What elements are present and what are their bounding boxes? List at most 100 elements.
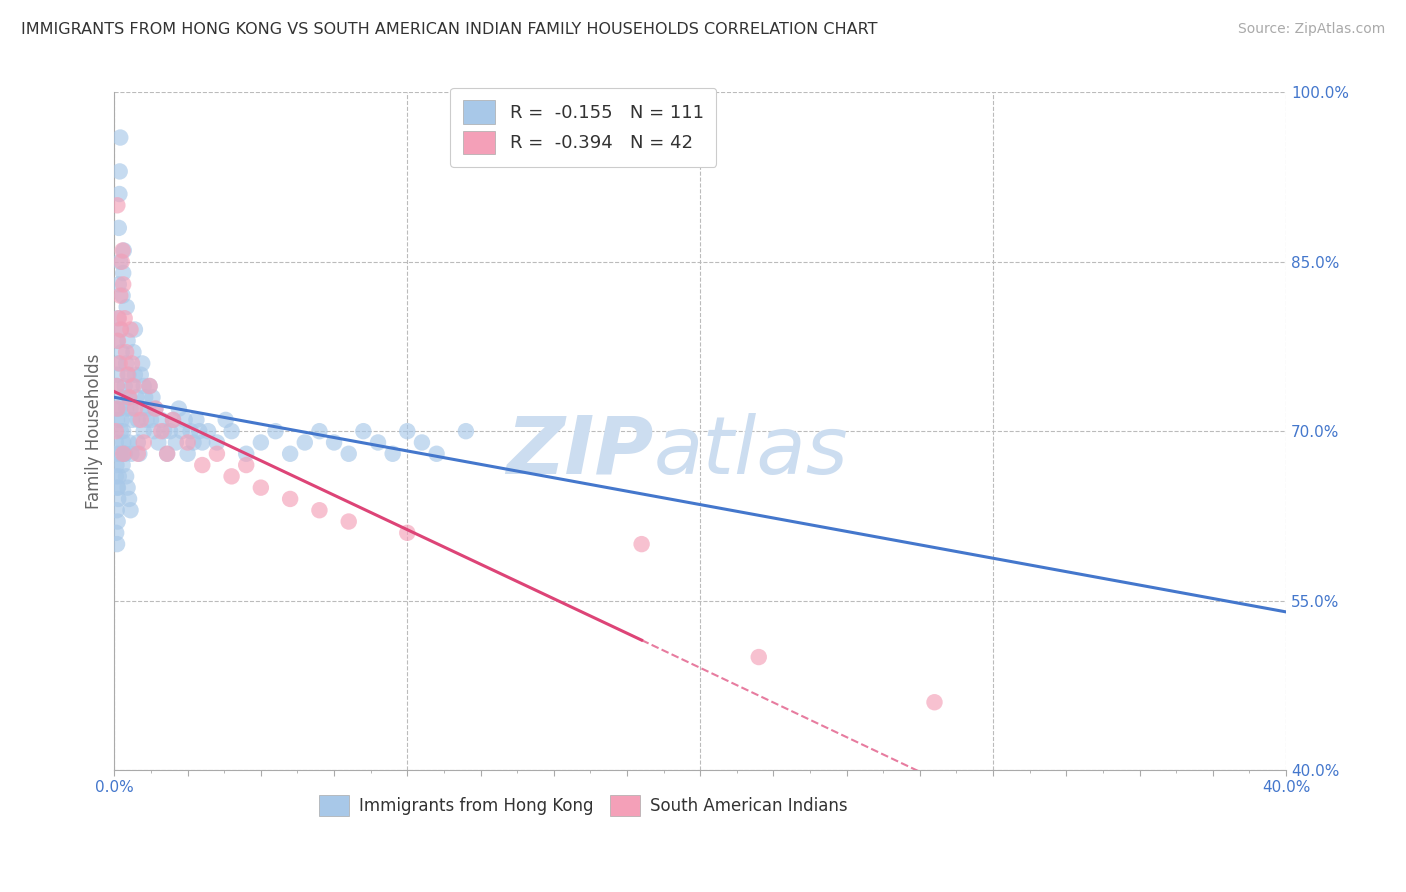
Point [150,424,173,438]
Point [105,401,128,416]
Point [114,379,136,393]
Point [138,379,160,393]
Point [117,334,139,348]
Point [121,413,143,427]
Point [170,424,193,438]
Point [278,447,301,461]
Point [111,458,134,472]
Point [117,368,139,382]
Point [112,447,135,461]
Point [145,401,167,416]
Point [135,413,157,427]
Point [107,356,129,370]
Point [121,379,143,393]
Point [117,481,139,495]
Point [124,368,146,382]
Point [153,424,176,438]
Point [308,503,330,517]
Point [188,424,211,438]
Point [105,525,128,540]
Point [104,469,127,483]
Point [111,345,134,359]
Point [191,458,214,472]
Point [114,311,136,326]
Point [105,413,128,427]
Point [132,379,155,393]
Point [105,401,128,416]
Point [221,424,243,438]
Point [250,435,273,450]
Point [112,277,135,292]
Point [124,322,146,336]
Y-axis label: Family Households: Family Households [86,353,103,508]
Point [221,469,243,483]
Point [118,390,141,404]
Point [748,650,770,665]
Point [426,447,449,461]
Point [167,401,190,416]
Point [159,424,181,438]
Point [381,447,404,461]
Point [124,401,146,416]
Point [105,379,128,393]
Text: Source: ZipAtlas.com: Source: ZipAtlas.com [1237,22,1385,37]
Point [132,424,155,438]
Point [396,424,419,438]
Point [411,435,433,450]
Point [105,481,128,495]
Legend: Immigrants from Hong Kong, South American Indians: Immigrants from Hong Kong, South America… [312,788,853,822]
Point [323,435,346,450]
Text: atlas: atlas [654,412,848,491]
Point [132,435,155,450]
Point [183,435,205,450]
Point [156,447,179,461]
Point [924,695,946,709]
Point [139,413,162,427]
Point [118,435,141,450]
Point [115,469,138,483]
Point [108,356,131,370]
Point [112,266,135,280]
Point [205,435,228,450]
Point [112,424,135,438]
Point [110,254,132,268]
Point [122,379,145,393]
Point [117,368,139,382]
Point [250,481,273,495]
Point [105,503,128,517]
Point [197,424,219,438]
Point [131,356,153,370]
Point [107,491,129,506]
Point [107,311,129,326]
Point [115,345,138,359]
Point [120,401,142,416]
Point [108,401,131,416]
Point [110,322,132,336]
Point [186,413,208,427]
Point [107,277,129,292]
Point [104,435,127,450]
Point [105,379,128,393]
Point [180,424,202,438]
Point [337,447,360,461]
Point [294,435,316,450]
Point [105,198,128,212]
Point [136,401,159,416]
Point [120,322,142,336]
Point [115,300,138,314]
Point [162,413,184,427]
Point [120,447,142,461]
Point [205,447,228,461]
Point [120,503,142,517]
Point [111,288,134,302]
Point [110,288,132,302]
Point [367,435,389,450]
Point [107,515,129,529]
Point [264,424,287,438]
Point [134,390,156,404]
Point [107,311,129,326]
Point [111,254,134,268]
Point [148,435,170,450]
Point [115,356,138,370]
Point [118,390,141,404]
